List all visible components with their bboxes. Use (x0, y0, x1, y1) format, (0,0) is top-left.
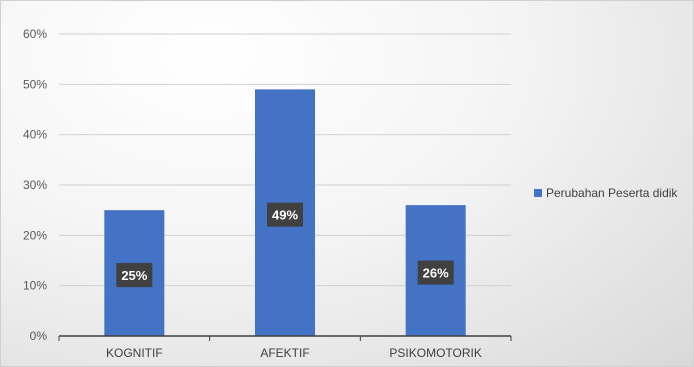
legend: Perubahan Peserta didik (534, 186, 678, 200)
x-tick-label: KOGNITIF (106, 346, 163, 360)
x-axis-tick-labels: KOGNITIF AFEKTIF PSIKOMOTORIK (106, 346, 482, 360)
data-label-box (267, 202, 303, 227)
y-tick-label: 10% (23, 279, 47, 293)
data-labels: 25% 49% 26% (116, 202, 454, 288)
data-label: 26% (423, 266, 449, 281)
y-axis-tick-labels: 0% 10% 20% 30% 40% 50% 60% (23, 27, 47, 343)
data-label-box (417, 260, 454, 285)
y-tick-label: 0% (30, 329, 48, 343)
x-tick-label: AFEKTIF (260, 346, 309, 360)
x-axis (58, 335, 512, 341)
data-label: 49% (272, 208, 298, 223)
y-tick-label: 60% (23, 27, 47, 41)
y-tick-label: 20% (23, 228, 47, 242)
y-tick-label: 40% (23, 128, 47, 142)
data-label-box (116, 263, 153, 288)
x-tick-label: PSIKOMOTORIK (389, 346, 481, 360)
y-tick-label: 50% (23, 77, 47, 91)
y-tick-label: 30% (23, 178, 47, 192)
legend-swatch (534, 189, 542, 197)
data-label: 25% (121, 268, 147, 283)
legend-label: Perubahan Peserta didik (546, 186, 678, 200)
